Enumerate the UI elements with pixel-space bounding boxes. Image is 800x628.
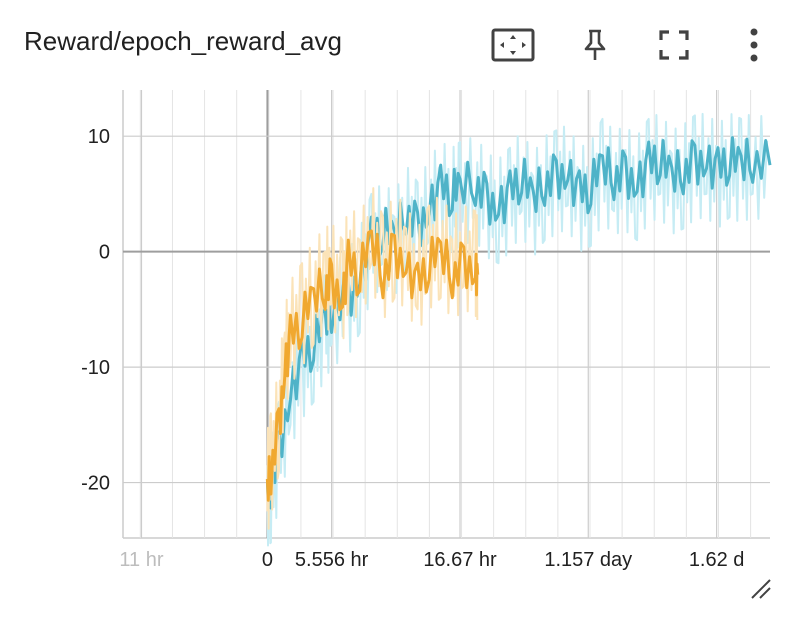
x-tick-label: 11 hr (119, 549, 163, 571)
more-options-button[interactable] (731, 22, 777, 68)
series-line (265, 136, 772, 510)
x-tick-label: 1.157 day (544, 549, 632, 571)
x-tick-label: 5.556 hr (295, 549, 369, 571)
x-tick-label: 0 (262, 549, 273, 571)
pin-button[interactable] (572, 22, 618, 68)
x-axis-tick-labels: 11 hr 0 5.556 hr 16.67 hr 1.157 day 1.62 d (119, 549, 744, 571)
fit-domain-icon (491, 28, 535, 62)
plot-area (123, 90, 770, 538)
more-vert-icon (750, 28, 758, 62)
y-axis-tick-labels: 10 0 -10 -20 (81, 126, 110, 494)
y-tick-label: 0 (99, 242, 110, 264)
x-tick-label: 1.62 d (689, 549, 745, 571)
chart-title: Reward/epoch_reward_avg (24, 26, 342, 56)
resize-handle-icon[interactable] (750, 578, 772, 600)
y-tick-label: -20 (81, 473, 110, 495)
series-raw-line (266, 112, 769, 547)
series-line (265, 229, 480, 502)
y-tick-label: -10 (81, 357, 110, 379)
y-tick-label: 10 (88, 126, 110, 148)
series-lines (265, 112, 772, 547)
x-tick-label: 16.67 hr (423, 549, 497, 571)
fullscreen-button[interactable] (651, 22, 697, 68)
pin-icon (584, 29, 606, 60)
fit-domain-button[interactable] (490, 22, 536, 68)
fullscreen-icon (659, 30, 689, 60)
